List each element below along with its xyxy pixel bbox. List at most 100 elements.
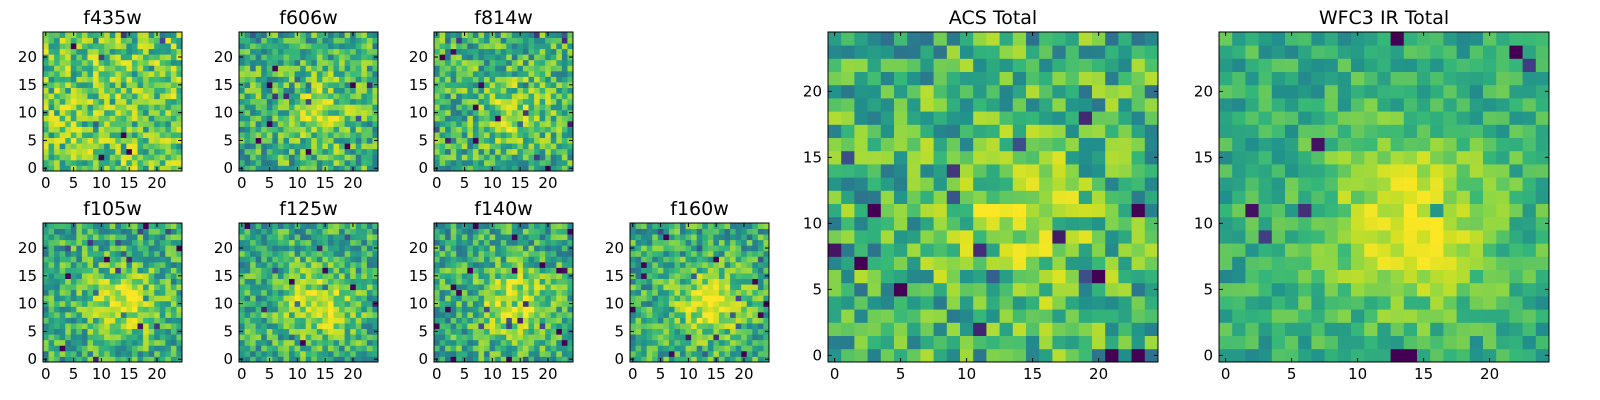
heatmap-cell xyxy=(724,311,731,318)
heatmap-cell xyxy=(159,284,166,291)
heatmap-cell xyxy=(439,295,446,302)
heatmap-cell xyxy=(545,317,552,324)
heatmap-cell xyxy=(109,43,116,50)
heatmap-cell xyxy=(707,295,714,302)
heatmap-cell xyxy=(517,54,524,61)
heatmap-cell xyxy=(752,289,759,296)
heatmap-cell xyxy=(472,76,479,83)
heatmap-cell xyxy=(652,339,659,346)
heatmap-cell xyxy=(93,115,99,122)
heatmap-cell xyxy=(98,143,105,150)
heatmap-cell xyxy=(517,143,524,150)
heatmap-cell xyxy=(545,311,552,318)
heatmap-cell xyxy=(305,76,312,83)
heatmap-cell xyxy=(176,59,183,66)
heatmap-cell xyxy=(445,267,452,274)
heatmap-cell xyxy=(176,37,183,44)
heatmap-cell xyxy=(98,54,105,61)
heatmap-cell xyxy=(730,345,737,352)
heatmap-cell xyxy=(517,228,524,235)
heatmap-cell xyxy=(70,323,77,330)
heatmap-cell xyxy=(305,334,312,341)
heatmap-cell xyxy=(741,295,748,302)
heatmap-cell xyxy=(735,311,742,318)
heatmap-cell xyxy=(355,273,362,279)
heatmap-cell xyxy=(316,93,323,100)
heatmap-cell xyxy=(165,54,172,61)
heatmap-cell xyxy=(506,284,513,291)
heatmap-cell xyxy=(372,37,379,44)
heatmap-cell xyxy=(539,356,546,363)
heatmap-cell xyxy=(170,311,177,318)
heatmap-cell xyxy=(120,132,127,139)
heatmap-cell xyxy=(300,137,307,144)
heatmap-cell xyxy=(137,120,144,127)
heatmap-cell xyxy=(550,148,557,155)
heatmap-cell xyxy=(272,228,279,235)
heatmap-cell xyxy=(65,126,72,133)
heatmap-cell xyxy=(250,323,257,330)
heatmap-cell xyxy=(986,243,1000,257)
heatmap-cell xyxy=(87,59,94,66)
heatmap-cell xyxy=(244,284,251,291)
heatmap-cell xyxy=(305,126,312,133)
heatmap-cell xyxy=(528,261,535,268)
heatmap-cell xyxy=(467,278,474,285)
heatmap-cell xyxy=(746,250,753,257)
heatmap-cell xyxy=(841,203,855,218)
heatmap-cell xyxy=(456,256,463,263)
heatmap-cell xyxy=(735,267,742,274)
heatmap-cell xyxy=(70,239,77,246)
heatmap-cell xyxy=(461,350,468,357)
heatmap-cell xyxy=(517,159,524,166)
heatmap-cell xyxy=(131,32,138,38)
heatmap-cell xyxy=(120,82,127,88)
heatmap-cell xyxy=(867,335,882,350)
heatmap-cell xyxy=(635,256,642,263)
heatmap-cell xyxy=(674,278,681,285)
heatmap-cell xyxy=(43,59,49,66)
heatmap-cell xyxy=(467,261,474,268)
heatmap-cell xyxy=(495,345,502,352)
heatmap-cell xyxy=(478,223,485,229)
heatmap-cell xyxy=(48,334,55,341)
heatmap-cell xyxy=(450,245,457,252)
heatmap-cell xyxy=(746,267,753,274)
heatmap-cell xyxy=(48,93,55,100)
heatmap-cell xyxy=(239,70,245,77)
heatmap-cell xyxy=(143,250,150,257)
heatmap-cell xyxy=(109,154,116,161)
heatmap-cell xyxy=(539,239,546,246)
heatmap-cell xyxy=(828,243,842,257)
heatmap-cell xyxy=(355,137,362,144)
heatmap-cell xyxy=(65,267,72,274)
heatmap-cell xyxy=(59,228,66,235)
heatmap-cell xyxy=(663,234,670,241)
heatmap-cell xyxy=(266,345,273,352)
heatmap-cell xyxy=(517,284,524,291)
heatmap-cell xyxy=(456,261,463,268)
heatmap-cell xyxy=(517,250,524,257)
heatmap-cell xyxy=(735,278,742,285)
heatmap-cell xyxy=(456,132,463,139)
heatmap-cell xyxy=(300,278,307,285)
heatmap-cell xyxy=(366,323,373,330)
heatmap-cell xyxy=(98,76,105,83)
heatmap-cell xyxy=(137,289,144,296)
heatmap-cell xyxy=(1026,282,1040,297)
heatmap-cell xyxy=(456,54,463,61)
heatmap-cell xyxy=(54,32,61,38)
heatmap-cell xyxy=(143,317,150,324)
heatmap-cell xyxy=(333,250,340,257)
heatmap-cell xyxy=(244,256,251,263)
y-tick-label: 0 xyxy=(418,350,428,368)
heatmap-cell xyxy=(657,278,664,285)
heatmap-cell xyxy=(1026,269,1040,284)
heatmap-cell xyxy=(1131,203,1146,218)
heatmap-cell xyxy=(87,37,94,44)
heatmap-cell xyxy=(841,256,855,270)
heatmap-cell xyxy=(550,165,557,172)
heatmap-cell xyxy=(757,300,764,307)
heatmap-cell xyxy=(272,295,279,302)
heatmap-cell xyxy=(294,339,301,346)
